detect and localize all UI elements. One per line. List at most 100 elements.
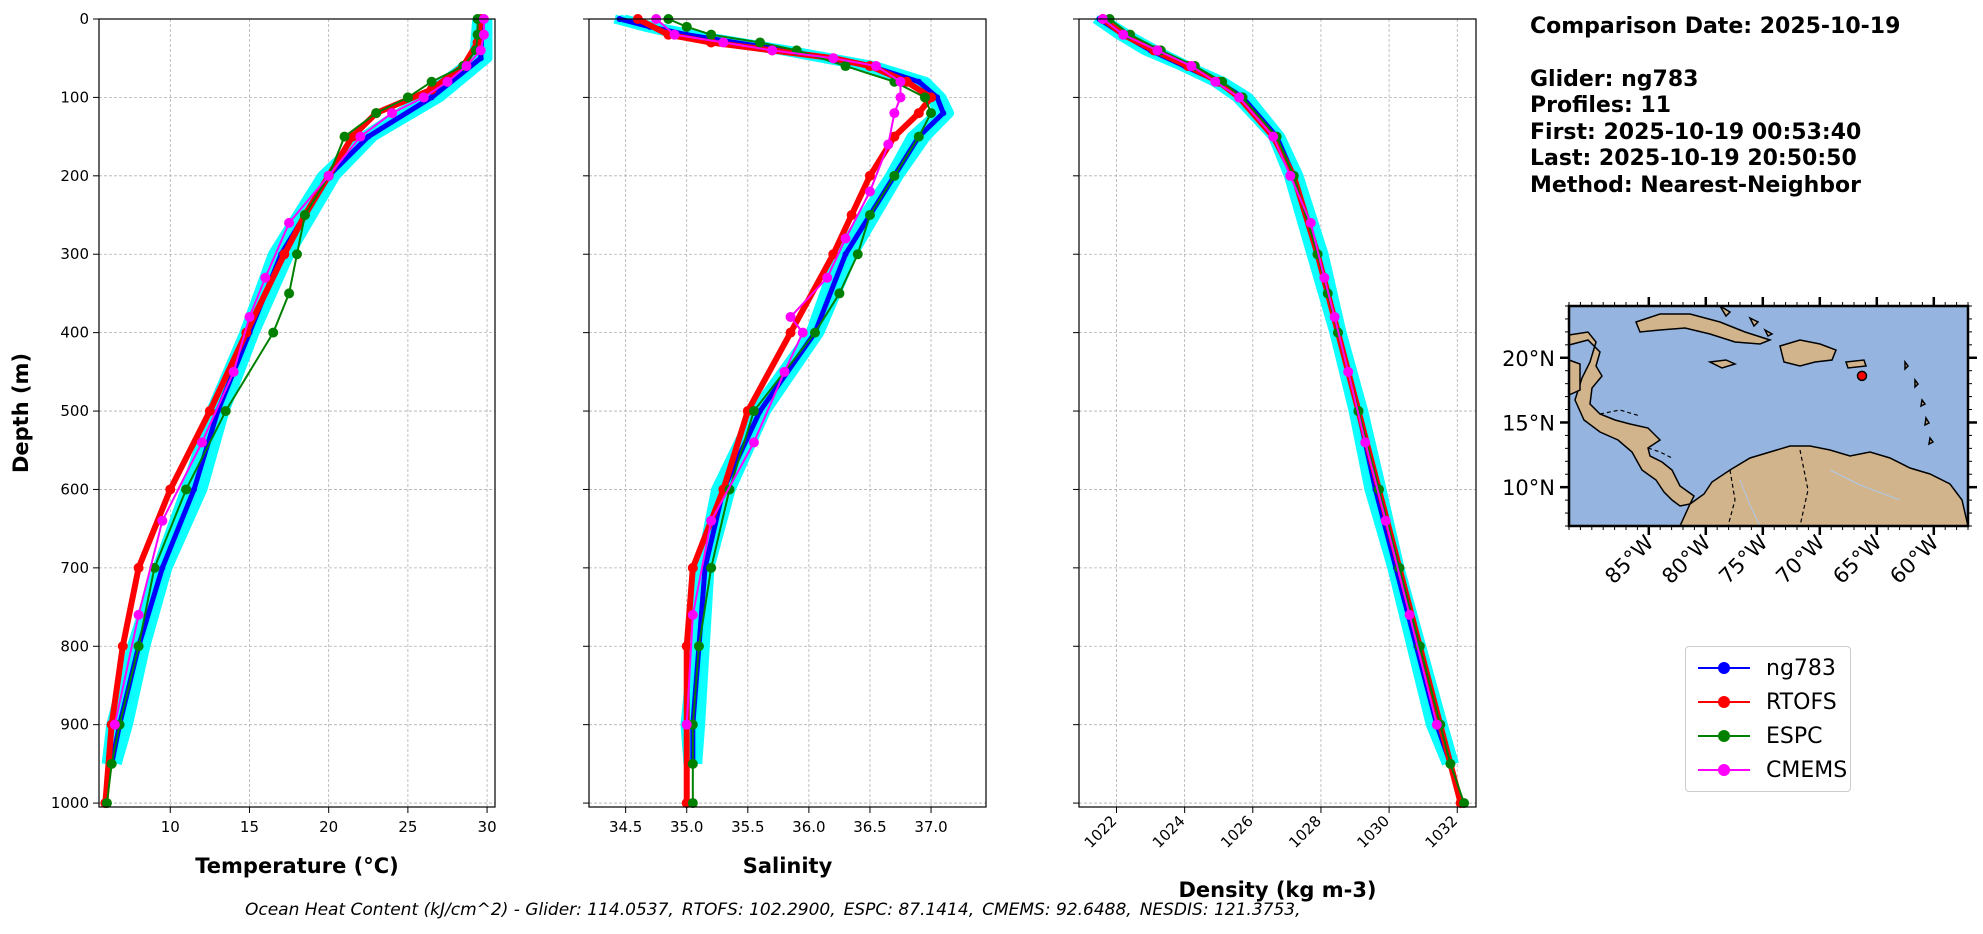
series-point-cmems	[284, 217, 295, 228]
legend-swatch	[1698, 730, 1750, 742]
series-point-rtofs	[426, 84, 437, 95]
series-point-cmems	[1305, 217, 1316, 228]
x-tick-label: 20	[319, 818, 338, 836]
series-point-rtofs	[204, 406, 215, 417]
series-point-cmems	[228, 366, 239, 377]
series-point-espc	[181, 484, 192, 495]
info-block: Comparison Date: 2025-10-19 Glider: ng78…	[1530, 14, 1900, 199]
legend-swatch	[1698, 764, 1750, 776]
series-point-cmems	[442, 76, 453, 87]
legend-entry-ng783: ng783	[1694, 653, 1836, 683]
series-point-cmems	[706, 515, 717, 526]
panel-1: 0 100 200 300 400 500 600 700 800 900 1000 10 15 20 25…	[9, 10, 497, 878]
raw-profile-band	[107, 18, 487, 765]
series-line-cmems	[1102, 18, 1438, 725]
series-point-ng783	[365, 133, 372, 140]
series-point-espc	[748, 406, 759, 417]
map-lon-label: 70°W	[1771, 530, 1829, 588]
profile-panels: 0 100 200 300 400 500 600 700 800 900 1000 10 15 20 25…	[9, 10, 1477, 902]
series-point-rtofs	[889, 131, 900, 142]
series-point-cmems	[323, 170, 334, 181]
map-lon-label: 75°W	[1714, 530, 1772, 588]
panel-3: 1022 1024 1026 1028 1030 1032 Density (kg m-3)	[1073, 14, 1477, 902]
series-point-cmems	[828, 53, 839, 64]
series-point-cmems	[779, 366, 790, 377]
series-line-espc	[105, 19, 479, 804]
map-frame	[1567, 304, 1970, 528]
river-1	[1739, 479, 1761, 527]
series-point-espc	[834, 288, 845, 299]
y-tick-label: 200	[60, 167, 89, 185]
series-point-cmems	[883, 139, 894, 150]
legend-label: ESPC	[1766, 723, 1823, 749]
border-2	[1647, 447, 1673, 459]
last-time: Last: 2025-10-19 20:50:50	[1530, 146, 1857, 171]
border-4	[1799, 449, 1809, 527]
series-point-cmems	[1380, 515, 1391, 526]
series-point-espc	[292, 249, 302, 260]
series-point-espc	[755, 37, 766, 48]
puerto-rico	[1844, 359, 1868, 369]
map-lat-label: 20°N	[1502, 347, 1555, 371]
series-point-rtofs	[864, 170, 875, 181]
series-point-cmems	[133, 609, 144, 620]
x-axis-label: Density (kg m-3)	[1178, 878, 1376, 902]
legend-swatch	[1698, 662, 1750, 674]
series-point-cmems	[1319, 272, 1330, 283]
raw-profile-band	[112, 18, 493, 766]
footer-nesdis: NESDIS: 121.3753,	[1139, 900, 1301, 920]
legend: ng783 RTOFS ESPC CMEMS	[1685, 646, 1851, 792]
series-point-cmems	[871, 61, 882, 72]
series-point-espc	[840, 61, 851, 72]
series-point-cmems	[895, 76, 906, 87]
series-point-ng783	[915, 78, 922, 85]
jamaica	[1707, 359, 1738, 369]
series-point-espc	[339, 131, 350, 142]
series-point-espc	[101, 798, 112, 809]
x-axis-label: Salinity	[743, 854, 833, 878]
x-tick-label: 1028	[1285, 812, 1325, 852]
raw-profile-band	[1101, 15, 1459, 766]
map-lat-label: 15°N	[1502, 411, 1555, 435]
method: Method: Nearest-Neighbor	[1530, 172, 1861, 198]
series-point-cmems	[418, 92, 429, 103]
series-point-rtofs	[347, 131, 358, 142]
x-tick-label: 34.5	[609, 818, 642, 836]
series-point-cmems	[260, 272, 271, 283]
y-tick-label: 300	[60, 245, 89, 263]
profiles-count: Profiles: 11	[1530, 93, 1672, 118]
comparison-date: Comparison Date: 2025-10-19	[1530, 14, 1901, 39]
lesser-antilles	[1904, 359, 1935, 446]
series-point-espc	[687, 798, 698, 809]
series-line-ng783	[109, 18, 485, 765]
series-point-cmems	[785, 311, 796, 322]
series-point-espc	[687, 758, 698, 769]
border-3	[1727, 469, 1736, 527]
hispaniola	[1779, 339, 1837, 367]
x-tick-label: 1022	[1081, 812, 1121, 852]
raw-profile-band	[101, 18, 482, 765]
series-point-espc	[402, 92, 413, 103]
series-point-cmems	[889, 108, 900, 119]
series-point-espc	[371, 108, 382, 119]
series-point-espc	[1459, 798, 1470, 809]
series-point-cmems	[864, 186, 875, 197]
map-lon-label: 80°W	[1657, 530, 1715, 588]
y-tick-label: 700	[60, 559, 89, 577]
panel-2: 34.5 35.0 35.5 36.0 36.5 37.0 Salinity	[583, 14, 987, 878]
series-point-rtofs	[785, 327, 796, 338]
x-tick-label: 1030	[1353, 812, 1393, 852]
series-point-espc	[852, 249, 863, 260]
series-point-cmems	[681, 719, 692, 730]
axes-frame	[98, 18, 496, 808]
series-point-espc	[706, 29, 717, 40]
series-point-cmems	[196, 437, 207, 448]
x-tick-label: 30	[478, 818, 497, 836]
y-tick-label: 900	[60, 716, 89, 734]
map-rivers	[1739, 469, 1901, 527]
map-lat-label: 10°N	[1502, 476, 1555, 500]
series-point-cmems	[478, 29, 489, 40]
series-point-cmems	[1186, 61, 1197, 72]
series-point-cmems	[895, 92, 906, 103]
series-point-cmems	[822, 272, 833, 283]
